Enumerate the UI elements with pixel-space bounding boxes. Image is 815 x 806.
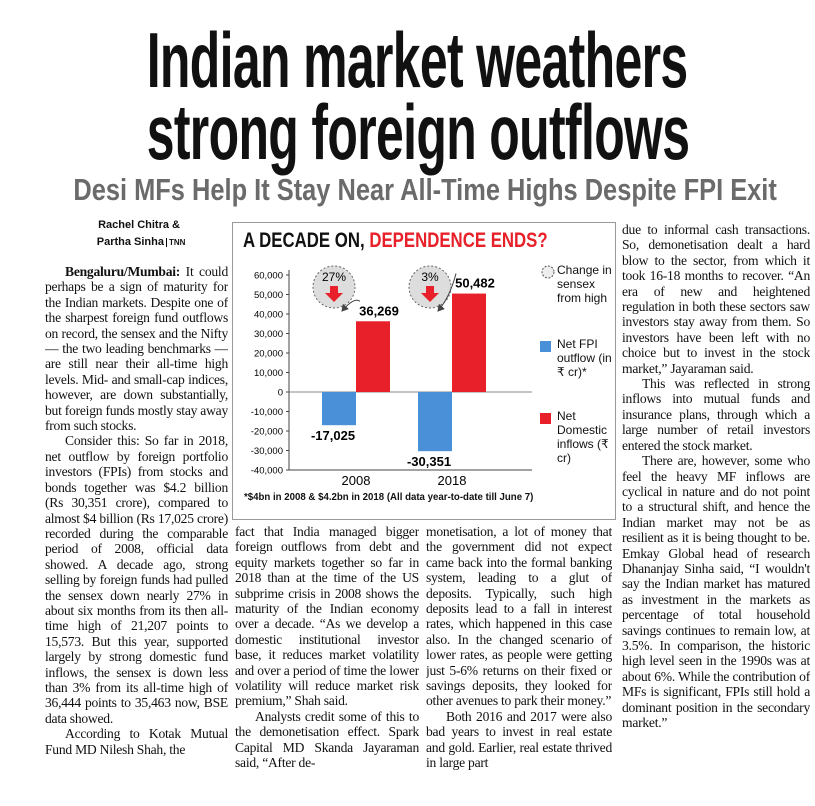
paragraph: monetisation, a lot of money that the go… [426,524,612,709]
paragraph: According to Kotak Mutual Fund MD Nilesh… [45,726,228,757]
legend-label: Net FPI outflow (in ₹ cr)* [557,337,612,379]
headline: strong foreign outflows [146,88,690,176]
paragraph: Analysts credit some of this to the demo… [235,708,419,771]
paragraph: fact that India managed bigger foreign o… [235,524,419,709]
column: due to informal cash transactions. So, d… [622,222,810,804]
paragraph: Bengaluru/Mumbai: It could perhaps be a … [45,264,228,433]
paragraph: due to informal cash transactions. So, d… [622,222,810,376]
column: fact that India managed bigger foreign o… [235,524,419,804]
chart-box [232,222,616,520]
byline-agency: TNN [166,238,185,247]
legend-label: Change in sensex from high [557,263,612,305]
column: monetisation, a lot of money that the go… [426,524,612,804]
chart-note: *$4bn in 2008 & $4.2bn in 2018 (All data… [244,491,534,503]
paragraph: Consider this: So far in 2018, net outfl… [45,433,228,726]
dateline: Bengaluru/Mumbai: [65,264,181,279]
paragraph: This was reflected in strong inflows int… [622,376,810,453]
text: It could perhaps be a sign of maturity f… [45,264,228,434]
paragraph: Both 2016 and 2017 were also bad years t… [426,708,612,771]
title-part: DEPENDENCE ENDS? [369,229,548,252]
title-part: A DECADE ON, [243,229,365,252]
paragraph: There are, however, some who feel the he… [622,453,810,730]
chart-title: A DECADE ON, DEPENDENCE ENDS? [243,229,548,253]
subheadline: Desi MFs Help It Stay Near All-Time High… [73,172,777,207]
column: Bengaluru/Mumbai: It could perhaps be a … [45,264,228,804]
legend-label: Net Domestic inflows (₹ cr) [557,409,609,465]
byline: Rachel Chitra & [98,219,180,231]
byline: Partha Sinha [96,236,164,248]
headline: Indian market weathers [146,16,688,104]
